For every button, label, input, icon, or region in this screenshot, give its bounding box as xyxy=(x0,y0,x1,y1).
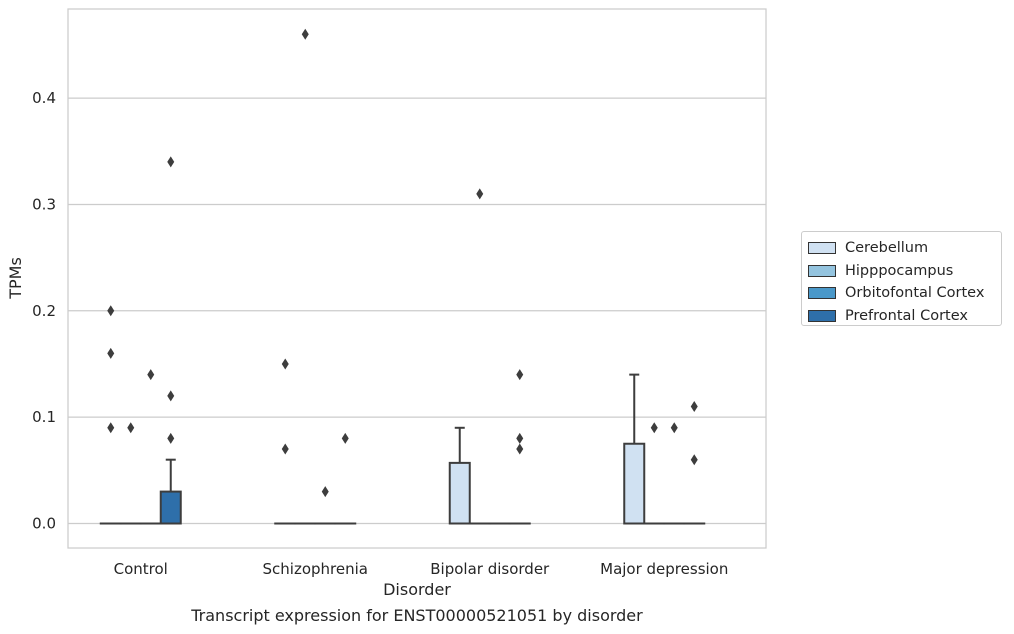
outlier-point xyxy=(516,369,524,381)
legend-label: Orbitofontal Cortex xyxy=(845,285,985,302)
box-orbitofontal-cortex-schizophrenia xyxy=(314,486,337,525)
outlier-point xyxy=(301,28,309,40)
box-hipppocampus-schizophrenia xyxy=(294,28,317,525)
box-body xyxy=(159,490,182,525)
y-tick-label: 0.0 xyxy=(32,515,56,533)
legend-item: Orbitofontal Cortex xyxy=(802,282,1001,305)
outlier-point xyxy=(127,422,135,434)
legend-label: Hipppocampus xyxy=(845,262,954,279)
outlier-point xyxy=(107,347,115,359)
box-cerebellum-bipolar-disorder xyxy=(448,426,471,525)
legend-label: Prefrontal Cortex xyxy=(845,307,968,324)
legend-swatch xyxy=(808,309,836,322)
outlier-point xyxy=(107,305,115,317)
outlier-point xyxy=(281,358,289,370)
box-cerebellum-control xyxy=(99,305,122,525)
outlier-point xyxy=(167,390,175,402)
x-axis-label: Disorder xyxy=(383,580,451,599)
y-tick-labels: 0.0 0.1 0.2 0.3 0.4 xyxy=(32,89,56,532)
box-prefrontal-cortex-bipolar-disorder xyxy=(508,369,531,525)
outlier-point xyxy=(670,422,678,434)
box-orbitofontal-cortex-control xyxy=(139,369,162,525)
legend-item: Hipppocampus xyxy=(802,260,1001,283)
legend: Cerebellum Hipppocampus Orbitofontal Corte… xyxy=(801,231,1002,326)
outlier-point xyxy=(650,422,658,434)
box-prefrontal-cortex-major-depression xyxy=(683,401,706,525)
outlier-point xyxy=(476,188,484,200)
outlier-point xyxy=(321,486,329,498)
outlier-point xyxy=(690,454,698,466)
box-body xyxy=(448,461,471,525)
box-hipppocampus-control xyxy=(119,422,142,525)
y-tick-label: 0.3 xyxy=(32,195,56,213)
outlier-point xyxy=(516,432,524,444)
outlier-point xyxy=(281,443,289,455)
outlier-point xyxy=(341,432,349,444)
x-tick-label: Schizophrenia xyxy=(263,560,368,578)
legend-item: Prefrontal Cortex xyxy=(802,305,1001,328)
chart-caption: Transcript expression for ENST0000052105… xyxy=(191,606,643,625)
x-tick-label: Bipolar disorder xyxy=(430,560,550,578)
x-tick-labels: Control Schizophrenia Bipolar disorder Majo… xyxy=(114,560,729,578)
box-prefrontal-cortex-schizophrenia xyxy=(334,432,357,525)
x-tick-label: Major depression xyxy=(600,560,728,578)
legend-label: Cerebellum xyxy=(845,240,929,257)
y-tick-label: 0.4 xyxy=(32,89,56,107)
box-body xyxy=(623,442,646,525)
outlier-point xyxy=(167,156,175,168)
plot-frame xyxy=(67,8,767,549)
outlier-point xyxy=(167,432,175,444)
legend-item: Cerebellum xyxy=(802,237,1001,260)
box-hipppocampus-bipolar-disorder xyxy=(468,188,491,525)
x-tick-label: Control xyxy=(114,560,168,578)
box-cerebellum-schizophrenia xyxy=(274,358,297,525)
y-axis-label: TPMs xyxy=(6,257,25,300)
outlier-point xyxy=(516,443,524,455)
legend-swatch xyxy=(808,242,836,255)
legend-swatch xyxy=(808,287,836,300)
outlier-point xyxy=(107,422,115,434)
outlier-point xyxy=(147,369,155,381)
box-prefrontal-cortex-control xyxy=(159,156,182,525)
y-tick-label: 0.1 xyxy=(32,408,56,426)
legend-swatch xyxy=(808,264,836,277)
plot-marks xyxy=(99,28,706,525)
box-hipppocampus-major-depression xyxy=(643,422,666,525)
box-cerebellum-major-depression xyxy=(623,373,646,525)
y-tick-label: 0.2 xyxy=(32,302,56,320)
outlier-point xyxy=(690,401,698,413)
box-orbitofontal-cortex-major-depression xyxy=(663,422,686,525)
